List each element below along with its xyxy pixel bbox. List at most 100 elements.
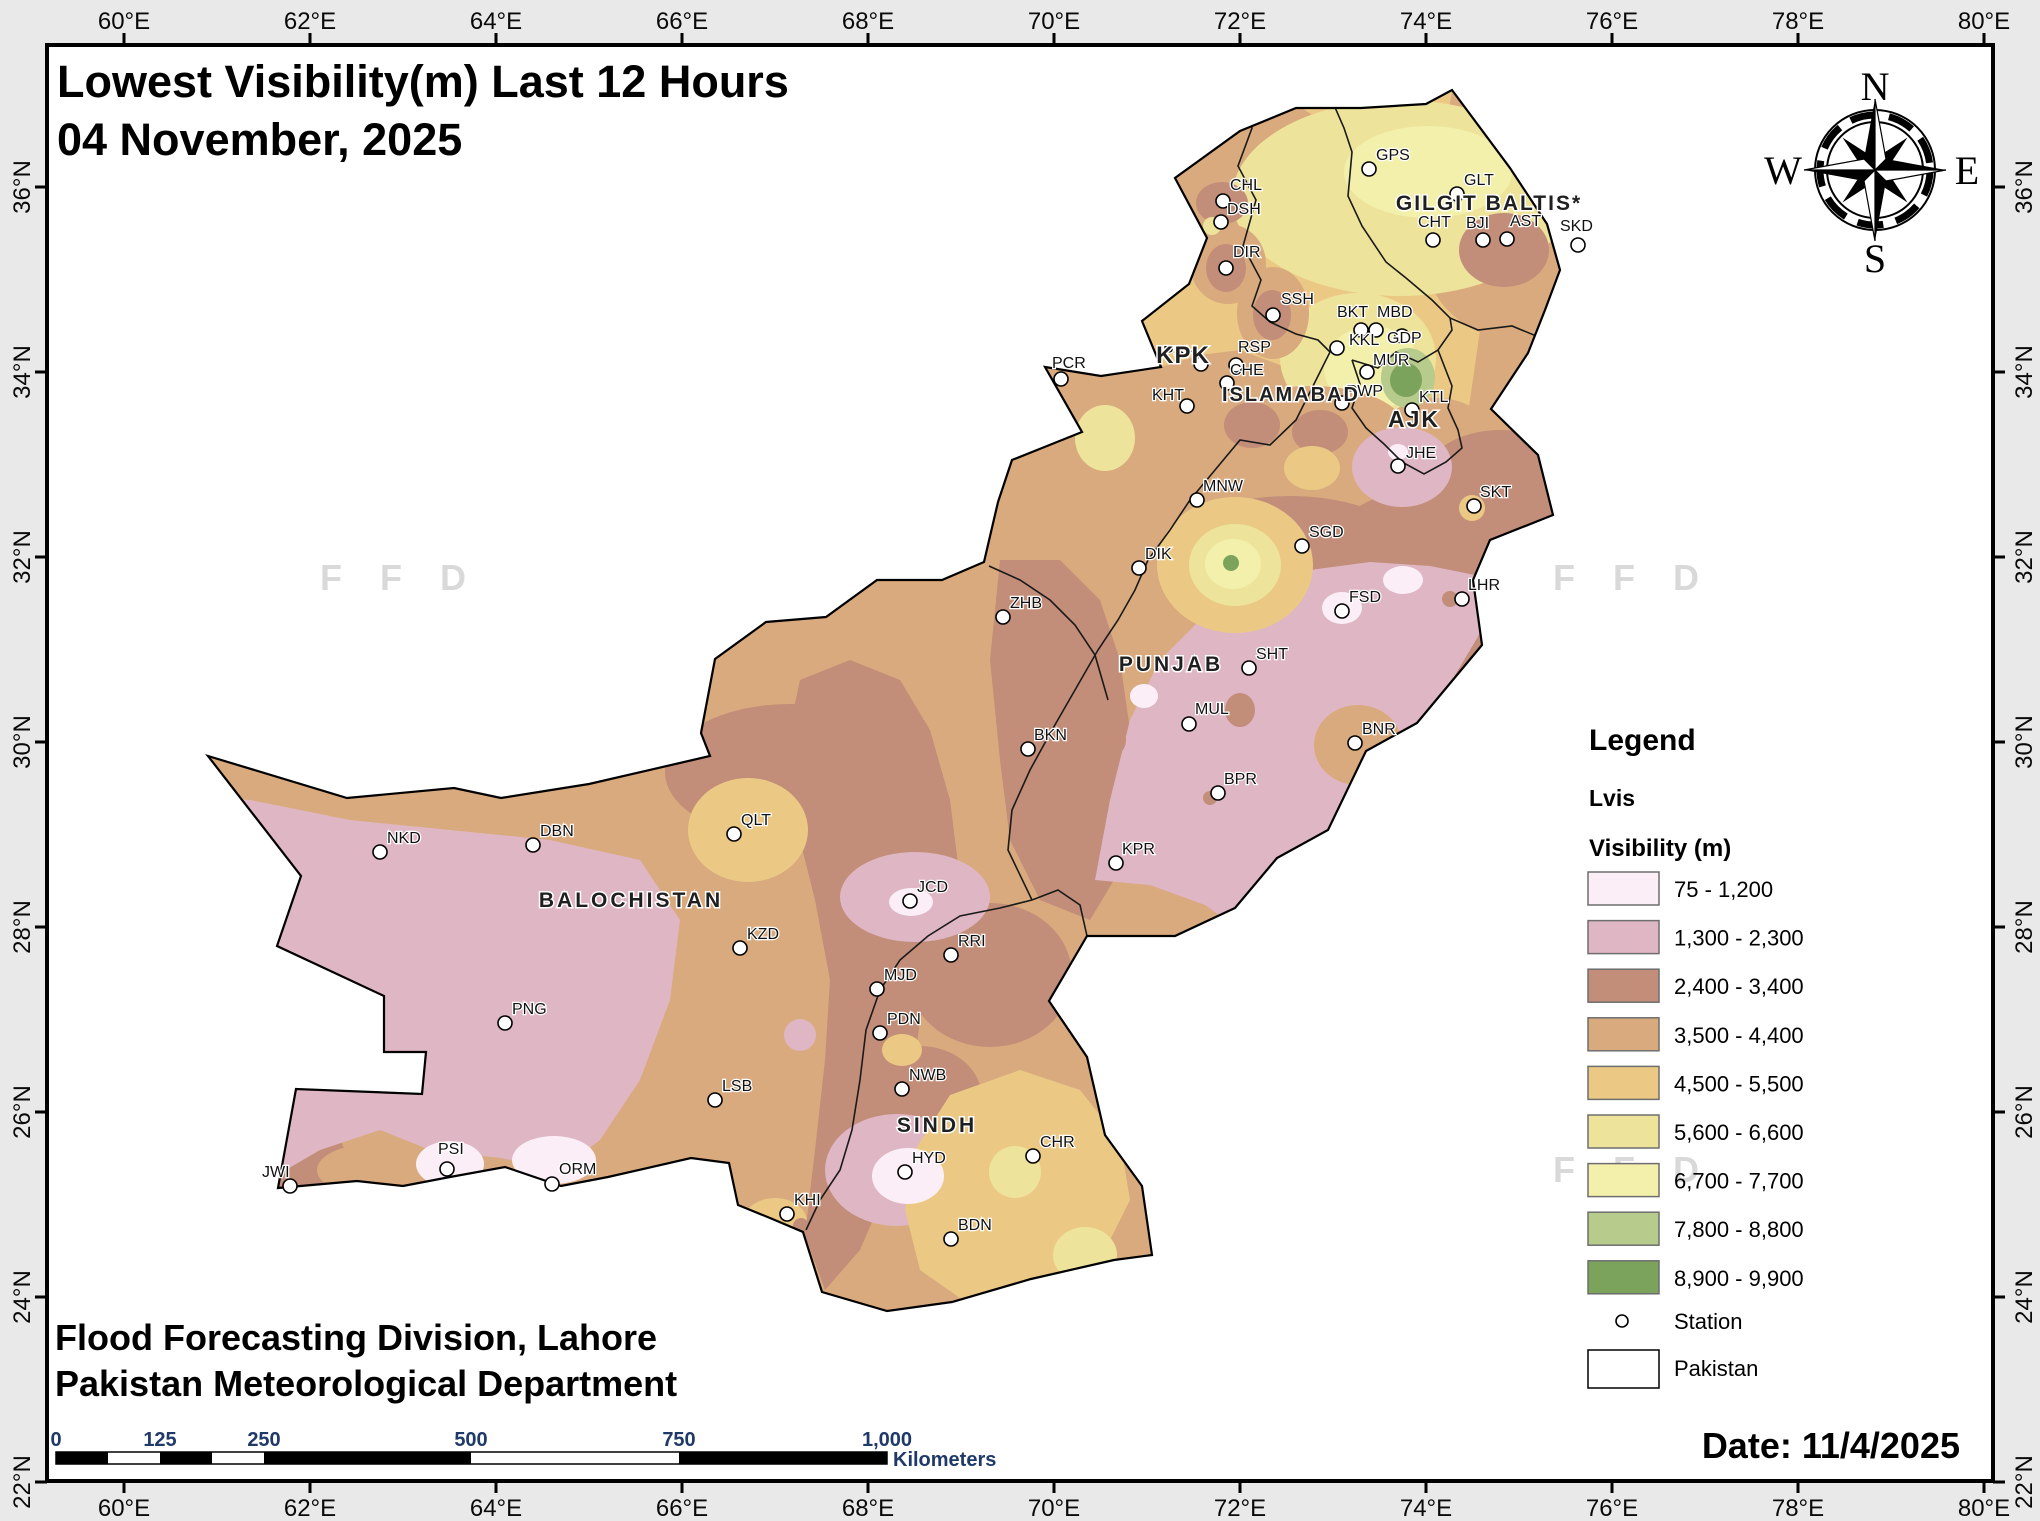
- station-marker-ZHB: [995, 609, 1011, 625]
- region-label-gilgit-baltis-: GILGIT BALTIS*: [1396, 192, 1582, 215]
- station-label-NWB: NWB: [909, 1067, 946, 1084]
- station-marker-CHR: [1025, 1148, 1041, 1164]
- legend-swatch: [1587, 871, 1660, 906]
- lon-label-top: 66°E: [656, 8, 708, 35]
- station-marker-ORM: [544, 1176, 560, 1192]
- legend-class-label: 6,700 - 7,700: [1674, 1169, 1804, 1194]
- station-label-DBN: DBN: [540, 823, 574, 840]
- legend-field-name: Visibility (m): [1589, 835, 1731, 862]
- station-label-FSD: FSD: [1349, 589, 1381, 606]
- station-label-LSB: LSB: [722, 1078, 752, 1095]
- legend-swatch: [1587, 1065, 1660, 1101]
- legend-layer-name: Lvis: [1589, 785, 1635, 811]
- lat-label-left: 28°N: [9, 900, 36, 954]
- legend-swatch: [1587, 1114, 1660, 1149]
- lon-label-bottom: 68°E: [842, 1495, 894, 1521]
- legend-swatch: [1587, 919, 1660, 955]
- station-marker-BDN: [943, 1231, 959, 1247]
- station-label-PDN: PDN: [887, 1011, 921, 1028]
- lon-label-bottom: 60°E: [98, 1495, 150, 1521]
- station-label-HYD: HYD: [912, 1150, 946, 1167]
- station-marker-MUL: [1181, 716, 1197, 732]
- scalebar-unit: Kilometers: [893, 1449, 996, 1471]
- station-label-PCR: PCR: [1052, 355, 1086, 372]
- station-marker-RSP: [1228, 357, 1244, 373]
- station-marker-SSH: [1265, 307, 1281, 323]
- station-label-BPR: BPR: [1224, 771, 1257, 788]
- legend-class-label: 75 - 1,200: [1674, 877, 1773, 902]
- lat-label-right: 30°N: [2011, 715, 2038, 769]
- station-marker-SHT: [1241, 660, 1257, 676]
- compass-south-label: S: [1864, 236, 1886, 281]
- lon-label-top: 60°E: [98, 8, 150, 35]
- lat-label-right: 34°N: [2011, 345, 2038, 399]
- station-label-KHT: KHT: [1152, 387, 1184, 404]
- station-marker-DIR: [1218, 260, 1234, 276]
- station-label-RWP: RWP: [1346, 383, 1383, 400]
- station-marker-FSD: [1334, 603, 1350, 619]
- station-label-KPR: KPR: [1122, 841, 1155, 858]
- lon-label-top: 70°E: [1028, 8, 1080, 35]
- scalebar-number: 0: [50, 1429, 61, 1451]
- station-label-JHE: JHE: [1406, 445, 1436, 462]
- station-marker-NKD: [372, 844, 388, 860]
- station-label-AST: AST: [1510, 213, 1541, 230]
- station-label-DSH: DSH: [1227, 201, 1261, 218]
- scalebar-number: 125: [143, 1429, 176, 1451]
- station-marker-CHE: [1219, 375, 1235, 391]
- station-label-CHT: CHT: [1418, 214, 1451, 231]
- station-marker-GDP: [1394, 328, 1410, 344]
- station-label-MJD: MJD: [884, 967, 917, 984]
- station-marker-KTL: [1404, 402, 1420, 418]
- station-marker-SKT: [1466, 498, 1482, 514]
- station-marker-MNW: [1189, 492, 1205, 508]
- station-label-CHE: CHE: [1230, 362, 1264, 379]
- station-label-PSH: PSH: [1163, 344, 1196, 361]
- region-label-balochistan: BALOCHISTAN: [539, 889, 723, 912]
- station-label-GDP: GDP: [1387, 330, 1422, 347]
- legend-station-symbol: [1615, 1314, 1629, 1328]
- pakistan-outline: [205, 88, 1562, 1313]
- station-label-PNG: PNG: [512, 1001, 547, 1018]
- station-marker-DSH: [1213, 214, 1229, 230]
- lat-label-left: 24°N: [9, 1270, 36, 1324]
- compass-star: [1803, 98, 1947, 242]
- station-marker-SKD: [1570, 237, 1586, 253]
- station-marker-GPS: [1361, 161, 1377, 177]
- station-marker-DBN: [525, 837, 541, 853]
- compass-east-label: E: [1955, 148, 1979, 193]
- lat-label-right: 22°N: [2011, 1455, 2038, 1509]
- lat-label-left: 26°N: [9, 1085, 36, 1139]
- lon-label-top: 64°E: [470, 8, 522, 35]
- station-label-KHI: KHI: [794, 1192, 821, 1209]
- station-label-GPS: GPS: [1376, 147, 1410, 164]
- lon-label-bottom: 80°E: [1958, 1495, 2010, 1521]
- station-marker-BJI: [1475, 232, 1491, 248]
- scalebar: 0 125 250 500 750 1,000 Kilometers: [50, 1429, 996, 1471]
- lat-label-left: 22°N: [9, 1455, 36, 1509]
- lon-label-top: 62°E: [284, 8, 336, 35]
- station-marker-PSH: [1193, 356, 1209, 372]
- scalebar-number: 1,000: [862, 1429, 912, 1451]
- compass-north-label: N: [1861, 64, 1890, 109]
- region-label-kpk: KPK: [1156, 342, 1210, 369]
- station-marker-KHI: [779, 1206, 795, 1222]
- legend-class-label: 1,300 - 2,300: [1674, 926, 1804, 951]
- station-marker-PNG: [497, 1015, 513, 1031]
- station-marker-SGD: [1294, 538, 1310, 554]
- ffd-watermark: F F D: [320, 557, 480, 598]
- region-label-punjab: PUNJAB: [1119, 653, 1223, 676]
- lon-label-top: 72°E: [1214, 8, 1266, 35]
- station-marker-PCR: [1053, 371, 1069, 387]
- lat-label-left: 36°N: [9, 160, 36, 214]
- station-label-JCD: JCD: [917, 879, 948, 896]
- station-marker-MUR: [1359, 364, 1375, 380]
- station-label-MUL: MUL: [1195, 701, 1229, 718]
- station-label-BNR: BNR: [1362, 721, 1396, 738]
- station-marker-QLT: [726, 826, 742, 842]
- station-label-CHL: CHL: [1230, 177, 1262, 194]
- station-label-BJI: BJI: [1466, 215, 1489, 232]
- visibility-surface: [208, 90, 1560, 1311]
- station-marker-KPR: [1108, 855, 1124, 871]
